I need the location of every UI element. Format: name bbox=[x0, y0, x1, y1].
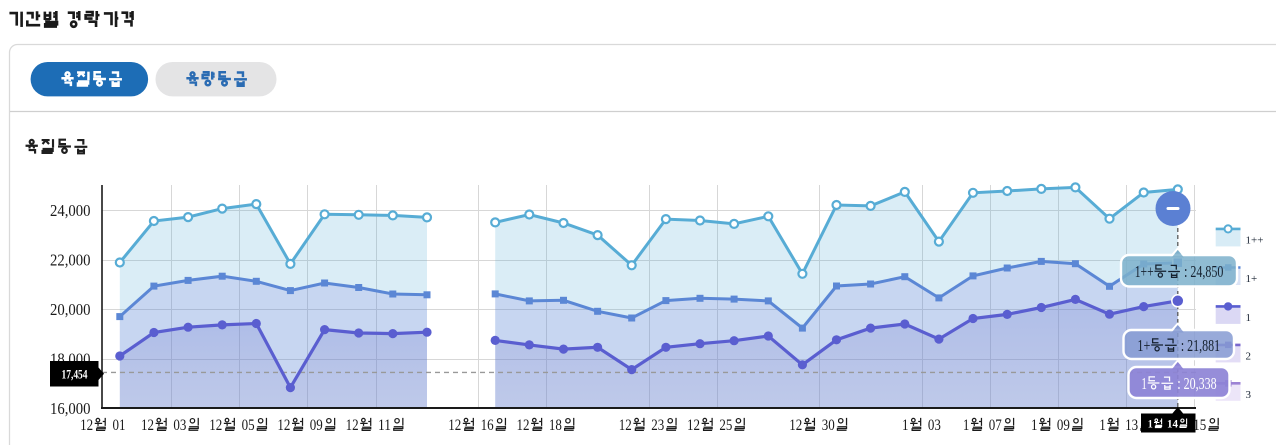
svg-text:1: 1 bbox=[1099, 417, 1106, 434]
svg-text:1: 1 bbox=[1246, 312, 1252, 324]
svg-text:12: 12 bbox=[619, 417, 632, 434]
svg-text:1: 1 bbox=[1031, 417, 1038, 434]
svg-text:12: 12 bbox=[277, 417, 290, 434]
svg-text:20,000: 20,000 bbox=[50, 300, 91, 319]
svg-text:05: 05 bbox=[242, 417, 255, 434]
svg-text:21,881: 21,881 bbox=[1187, 336, 1220, 355]
svg-text:01: 01 bbox=[113, 417, 126, 434]
svg-text:1++: 1++ bbox=[1135, 262, 1154, 281]
svg-text:14: 14 bbox=[1167, 418, 1178, 430]
svg-text:03: 03 bbox=[173, 417, 186, 434]
svg-text:1: 1 bbox=[1141, 374, 1147, 393]
svg-text:12: 12 bbox=[346, 417, 359, 434]
svg-text:12: 12 bbox=[517, 417, 530, 434]
svg-text:12: 12 bbox=[209, 417, 222, 434]
svg-text::: : bbox=[1184, 262, 1188, 281]
svg-text:1: 1 bbox=[902, 417, 909, 434]
svg-text:12: 12 bbox=[789, 417, 802, 434]
svg-text:3: 3 bbox=[1246, 389, 1252, 401]
svg-text:16: 16 bbox=[481, 417, 494, 434]
svg-text:11: 11 bbox=[378, 417, 391, 434]
svg-text::: : bbox=[1181, 336, 1185, 355]
svg-text:09: 09 bbox=[310, 417, 323, 434]
svg-text:1: 1 bbox=[1148, 418, 1153, 430]
svg-text:09: 09 bbox=[1057, 417, 1070, 434]
svg-text:24,000: 24,000 bbox=[50, 201, 91, 220]
svg-text:20,338: 20,338 bbox=[1184, 374, 1217, 393]
svg-text:18: 18 bbox=[549, 417, 562, 434]
svg-text:16,000: 16,000 bbox=[50, 399, 91, 418]
svg-text:07: 07 bbox=[989, 417, 1002, 434]
svg-text:13: 13 bbox=[1125, 417, 1138, 434]
svg-text:12: 12 bbox=[141, 417, 154, 434]
svg-text:25: 25 bbox=[719, 417, 732, 434]
svg-text:2: 2 bbox=[1246, 350, 1252, 362]
svg-text:1: 1 bbox=[963, 417, 970, 434]
svg-text:1+: 1+ bbox=[1137, 336, 1150, 355]
svg-text:12: 12 bbox=[80, 417, 93, 434]
svg-text:17,454: 17,454 bbox=[62, 366, 88, 381]
svg-text:12: 12 bbox=[448, 417, 461, 434]
svg-text::: : bbox=[1177, 374, 1181, 393]
svg-text:22,000: 22,000 bbox=[50, 251, 91, 270]
svg-text:23: 23 bbox=[651, 417, 664, 434]
svg-text:24,850: 24,850 bbox=[1190, 262, 1223, 281]
svg-text:1+: 1+ bbox=[1246, 273, 1258, 285]
svg-text:1++: 1++ bbox=[1246, 234, 1264, 246]
svg-text:30: 30 bbox=[822, 417, 835, 434]
svg-text:03: 03 bbox=[928, 417, 941, 434]
svg-text:12: 12 bbox=[687, 417, 700, 434]
svg-text:15: 15 bbox=[1193, 417, 1206, 434]
